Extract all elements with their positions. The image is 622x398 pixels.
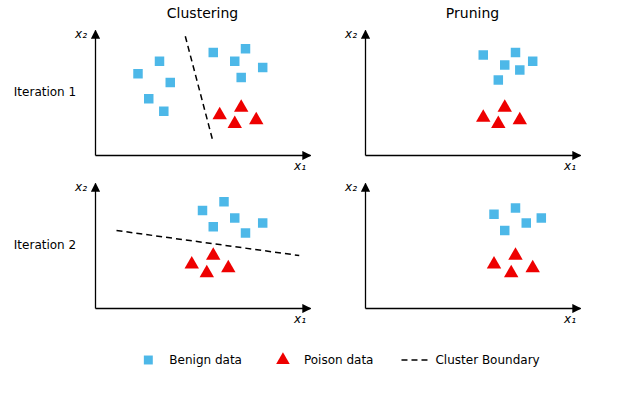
panel: x₁ x₂ Pruning	[344, 5, 580, 173]
point	[241, 228, 250, 237]
point	[528, 57, 537, 66]
point	[209, 48, 218, 57]
point	[166, 78, 175, 87]
point	[494, 75, 503, 84]
axis-line	[95, 184, 96, 309]
row-label: Iteration 1	[14, 85, 76, 99]
axis-line	[96, 308, 311, 309]
point	[234, 99, 248, 111]
plot-area	[487, 203, 546, 277]
x-axis-label: x₁	[563, 159, 576, 173]
axis-line	[96, 155, 311, 156]
point	[489, 210, 498, 219]
point	[230, 57, 239, 66]
point	[144, 94, 153, 103]
legend-swatch	[276, 352, 290, 364]
point	[228, 115, 242, 127]
y-axis	[95, 31, 96, 156]
point	[500, 60, 509, 69]
point	[198, 206, 207, 215]
x-axis-label: x₁	[293, 159, 306, 173]
legend-item: Benign data	[144, 353, 242, 367]
y-axis	[365, 184, 366, 309]
axis-line	[365, 184, 366, 309]
x-axis-label: x₁	[293, 312, 306, 326]
title: Pruning	[446, 5, 499, 21]
axis-line	[95, 31, 96, 156]
x-axis-label: x₁	[563, 312, 576, 326]
title: Clustering	[167, 5, 238, 21]
point	[513, 112, 527, 124]
point	[206, 247, 220, 259]
point	[200, 265, 214, 277]
point	[185, 256, 199, 268]
axis-line	[365, 31, 366, 156]
point	[487, 256, 501, 268]
plot-area	[476, 48, 537, 128]
point	[241, 44, 250, 53]
point	[230, 213, 239, 222]
panel: x₁ x₂ Iteration 2	[14, 180, 311, 326]
x-axis	[96, 308, 311, 309]
point	[133, 69, 142, 78]
boundary-line	[117, 231, 300, 256]
point	[491, 115, 505, 127]
panel: x₁ x₂ Clustering Iteration 1	[14, 5, 311, 173]
panel: x₁ x₂	[344, 180, 580, 326]
legend-item: Cluster Boundary	[401, 353, 539, 367]
legend-swatch	[144, 356, 153, 365]
point	[479, 50, 488, 59]
plot-area	[133, 36, 267, 142]
point	[504, 265, 518, 277]
point	[155, 57, 164, 66]
y-axis	[365, 31, 366, 156]
legend-item: Poison data	[276, 352, 373, 366]
point	[209, 222, 218, 231]
point	[221, 260, 235, 272]
legend: Benign data Poison data Cluster Boundary	[144, 352, 540, 366]
row-label: Iteration 2	[14, 238, 76, 252]
point	[219, 197, 228, 206]
x-axis	[366, 155, 581, 156]
chart-canvas: x₁ x₂ Clustering Iteration 1 x₁ x₂ Pruning x₁ x₂…	[0, 0, 622, 398]
axis-line	[366, 308, 581, 309]
point	[476, 109, 490, 121]
legend-label: Poison data	[304, 353, 374, 367]
y-axis-label: x₂	[344, 27, 357, 41]
point	[258, 63, 267, 72]
point	[522, 218, 531, 227]
y-axis	[95, 184, 96, 309]
plot-area	[117, 197, 300, 277]
point	[511, 48, 520, 57]
x-axis	[96, 155, 311, 156]
point	[159, 107, 168, 116]
y-axis-label: x₂	[74, 27, 87, 41]
legend-label: Cluster Boundary	[435, 353, 539, 367]
point	[508, 247, 522, 259]
point	[537, 213, 546, 222]
point	[212, 107, 226, 119]
point	[236, 73, 245, 82]
legend-label: Benign data	[169, 353, 242, 367]
point	[525, 260, 539, 272]
y-axis-label: x₂	[344, 180, 357, 194]
y-axis-label: x₂	[74, 180, 87, 194]
point	[500, 226, 509, 235]
axis-line	[366, 155, 581, 156]
point	[249, 112, 263, 124]
point	[498, 99, 512, 111]
point	[511, 203, 520, 212]
legend-swatch	[401, 359, 427, 361]
point	[258, 218, 267, 227]
x-axis	[366, 308, 581, 309]
point	[515, 65, 524, 74]
